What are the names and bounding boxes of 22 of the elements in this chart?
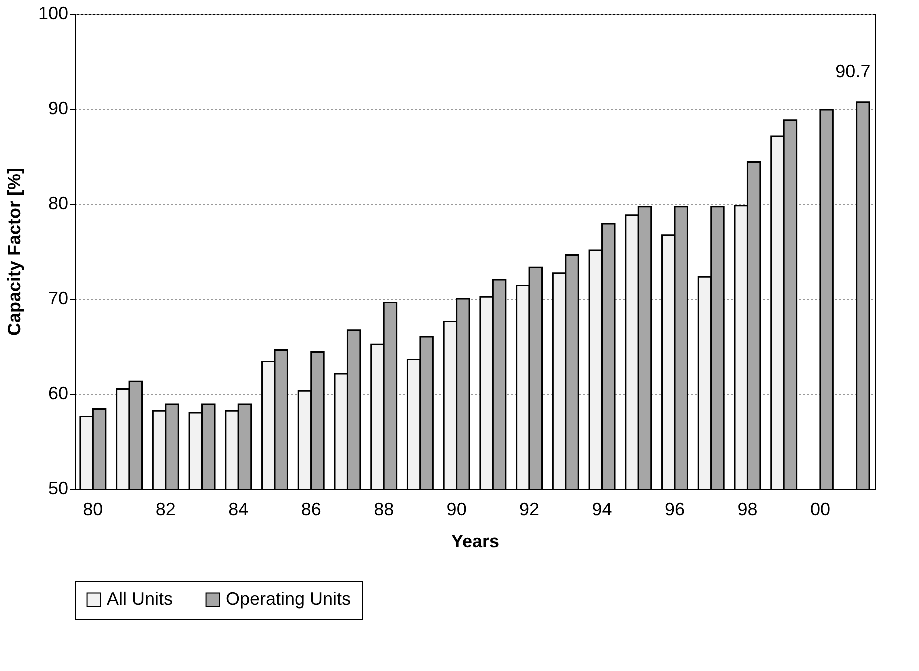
y-tick-label: 90: [48, 98, 68, 118]
y-tick-label: 60: [48, 384, 68, 404]
y-tick-label: 50: [48, 478, 68, 498]
data-label: 90.7: [836, 61, 871, 82]
y-axis-title: Capacity Factor [%]: [4, 168, 24, 336]
x-tick-label: 98: [738, 500, 758, 520]
legend-label: All Units: [107, 589, 174, 609]
x-tick-label: 84: [228, 500, 249, 520]
x-tick-label: 92: [520, 500, 540, 520]
y-tick-label: 80: [48, 194, 68, 214]
legend-label: Operating Units: [226, 589, 352, 609]
x-tick-label: 86: [301, 500, 322, 520]
x-tick-label: 88: [374, 500, 394, 520]
x-axis-title: Years: [451, 532, 500, 552]
x-tick-label: 80: [83, 500, 104, 520]
x-tick-label: 90: [446, 500, 467, 520]
x-tick-label: 00: [810, 500, 830, 520]
y-tick-label: 70: [48, 288, 68, 308]
x-tick-label: 96: [664, 500, 686, 520]
x-tick-label: 94: [592, 500, 612, 520]
y-tick-label: 100: [38, 4, 68, 24]
x-tick-label: 82: [156, 500, 176, 520]
